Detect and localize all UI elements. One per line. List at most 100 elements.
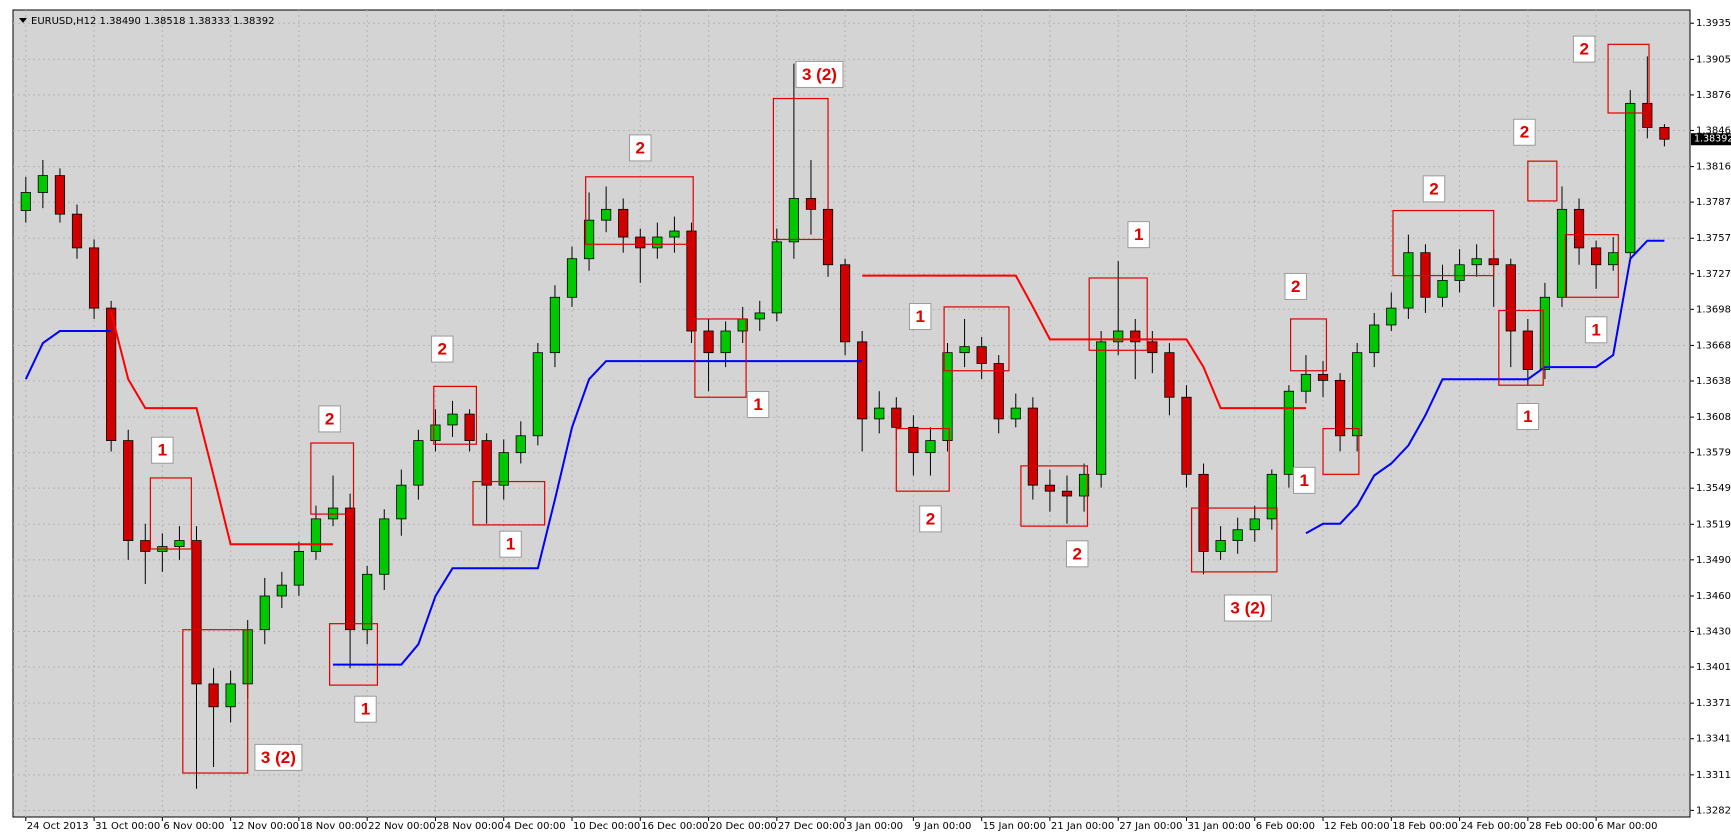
annotation-box — [472, 480, 546, 526]
candle-body — [1471, 258, 1482, 266]
candle-body — [891, 407, 902, 428]
annotation-label: 2 — [325, 409, 334, 428]
annotation-box — [585, 176, 694, 245]
annotation-label-bg — [1513, 118, 1536, 146]
annotation-label-bg — [1284, 272, 1307, 300]
annotation-box — [1289, 318, 1328, 372]
candle-body — [1061, 490, 1073, 497]
x-tick-label: 9 Jan 00:00 — [914, 821, 971, 832]
candle-body — [669, 230, 680, 238]
candle-body — [310, 518, 322, 552]
annotation-label-bg — [499, 530, 522, 558]
candle-body — [88, 247, 100, 309]
candle-body — [1300, 373, 1312, 392]
x-tick-label: 24 Feb 00:00 — [1461, 821, 1527, 832]
candle-body — [788, 198, 799, 243]
y-tick-label: 1.37570 — [1696, 233, 1731, 244]
candle-body — [720, 330, 731, 354]
x-tick-label: 12 Nov 00:00 — [232, 821, 299, 832]
candle-body — [1591, 247, 1602, 266]
annotation-label-bg — [151, 436, 174, 464]
annotation-label: 1 — [1523, 407, 1532, 426]
annotation-box — [772, 97, 829, 241]
candle-body — [37, 175, 48, 193]
candle-body — [1522, 330, 1533, 370]
x-tick-label: 20 Dec 00:00 — [710, 821, 777, 832]
candle-body — [1130, 330, 1141, 343]
y-tick-label: 1.33415 — [1696, 734, 1731, 745]
annotations: 1 3 (2) 2 1 2 1 2 1 3 (2) 2 1 2 1 3 (2) 2 1 2 1 2 1 2 — [149, 35, 1650, 774]
candle-body — [840, 264, 851, 343]
candle-body — [703, 330, 714, 354]
candle-body — [959, 346, 970, 354]
candle-body — [1659, 127, 1670, 140]
annotation-label-bg — [1223, 594, 1272, 622]
annotation-label: 1 — [506, 535, 515, 554]
annotation-label: 1 — [361, 700, 370, 719]
candle-body — [635, 236, 646, 249]
annotation-label-bg — [1584, 316, 1608, 344]
candle-body — [805, 198, 817, 210]
candle-body — [481, 440, 492, 486]
candle-body — [1334, 379, 1346, 437]
candle-body — [1198, 473, 1209, 552]
candle-body — [908, 426, 919, 454]
candle-body — [1505, 264, 1516, 332]
candle-body — [993, 363, 1004, 420]
annotation-box — [1322, 427, 1360, 475]
candle-body — [1573, 208, 1585, 249]
annotation-box — [149, 477, 192, 550]
annotation-label-bg — [746, 390, 770, 418]
candle-body — [1454, 264, 1465, 281]
y-tick-label: 1.32820 — [1696, 805, 1731, 816]
x-tick-label: 22 Nov 00:00 — [368, 821, 435, 832]
annotation-label-bg — [908, 303, 932, 331]
x-tick-label: 12 Feb 00:00 — [1324, 821, 1390, 832]
annotation-box — [943, 306, 1010, 372]
candle-body — [874, 407, 885, 420]
candle-body — [208, 683, 219, 708]
x-tick-label: 18 Feb 00:00 — [1392, 821, 1458, 832]
annotation-label: 2 — [1520, 123, 1529, 142]
annotation-label-bg — [318, 405, 341, 433]
candle-body — [106, 307, 117, 442]
annotation-label-bg — [1422, 175, 1446, 203]
annotation-label: 3 (2) — [261, 748, 296, 767]
y-tick-label: 1.34900 — [1696, 555, 1731, 566]
candle-body — [174, 540, 185, 547]
annotation-label-bg — [1293, 466, 1316, 494]
x-tick-label: 21 Jan 00:00 — [1051, 821, 1114, 832]
annotation-label: 2 — [1291, 277, 1300, 296]
candle-body — [293, 551, 304, 586]
annotation-label: 3 (2) — [802, 65, 837, 84]
annotation-label: 2 — [438, 340, 447, 359]
candle-body — [140, 540, 151, 552]
menu-arrow[interactable] — [19, 18, 27, 23]
y-tick-label: 1.33115 — [1696, 770, 1731, 781]
annotation-label: 1 — [1134, 225, 1143, 244]
candle-body — [276, 584, 287, 597]
annotation-label: 2 — [1579, 40, 1588, 59]
annotation-label: 1 — [753, 395, 762, 414]
candle-body — [123, 440, 134, 541]
candle-body — [532, 352, 543, 437]
x-tick-label: 24 Oct 2013 — [27, 821, 89, 832]
x-tick-label: 6 Nov 00:00 — [163, 821, 224, 832]
annotation-box — [310, 442, 355, 515]
candle-body — [54, 175, 66, 215]
candle-body — [327, 507, 339, 520]
candle-body — [1283, 390, 1294, 475]
candle-body — [430, 424, 441, 442]
annotation-label-bg — [1127, 221, 1150, 249]
annotation-label: 2 — [1429, 179, 1438, 198]
candle-body — [1096, 341, 1107, 475]
annotation-label-bg — [1572, 35, 1596, 63]
candle-body — [652, 236, 663, 249]
candle-body — [1027, 407, 1038, 486]
candle-body — [754, 312, 765, 320]
candle-body — [191, 540, 202, 685]
annotation-label: 2 — [636, 138, 645, 157]
candle-body — [1215, 540, 1226, 552]
chart-title: EURUSD,H12 1.38490 1.38518 1.38333 1.383… — [31, 16, 275, 27]
